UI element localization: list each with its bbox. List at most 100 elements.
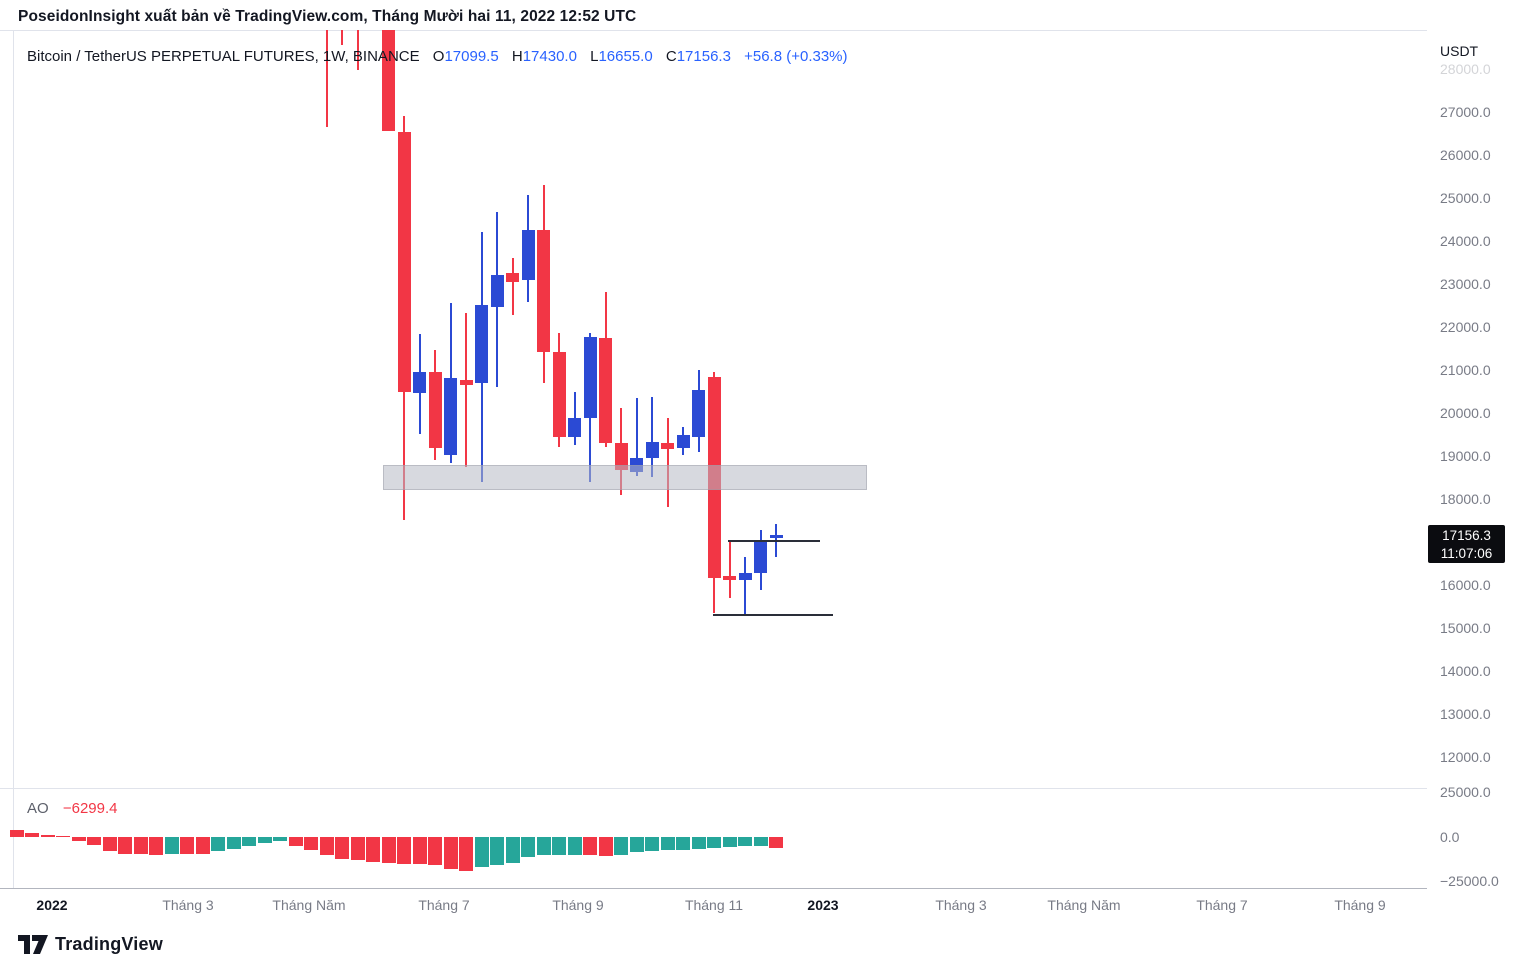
ao-bar <box>242 837 256 846</box>
candle-body <box>413 371 426 393</box>
candle-body <box>521 230 535 280</box>
candle-body <box>428 371 442 449</box>
ao-bar <box>273 837 287 842</box>
ao-bar <box>536 837 551 856</box>
candle-body <box>599 337 612 444</box>
ao-bar <box>567 837 582 855</box>
ao-tick: −25000.0 <box>1440 873 1499 889</box>
price-tick: 15000.0 <box>1440 620 1491 636</box>
candle-body <box>614 443 628 470</box>
price-tick: 20000.0 <box>1440 405 1491 421</box>
candle-wick <box>666 417 669 507</box>
candle-body <box>382 30 395 131</box>
ao-bar <box>381 837 396 863</box>
last-price-label: 17156.3 11:07:06 <box>1428 525 1505 564</box>
candle-body <box>537 230 550 352</box>
candle-wick <box>341 30 343 45</box>
ao-label[interactable]: AO <box>27 800 49 817</box>
candle-wick <box>744 557 746 614</box>
ao-bar <box>133 837 148 855</box>
supply-zone-box[interactable] <box>383 465 867 490</box>
ao-bar <box>288 837 303 846</box>
price-tick: 13000.0 <box>1440 706 1491 722</box>
ao-bar <box>350 837 365 861</box>
ao-bar <box>102 837 117 852</box>
price-chart-pane[interactable] <box>0 30 1427 788</box>
year-label: 2022 <box>36 897 68 913</box>
ao-bar <box>552 837 566 855</box>
month-label: Tháng 3 <box>935 897 987 913</box>
month-label: Tháng 7 <box>418 897 470 913</box>
chart-left-border <box>13 30 14 888</box>
price-tick: 16000.0 <box>1440 577 1491 593</box>
candle-body <box>738 572 752 581</box>
price-axis[interactable]: USDT 17156.3 11:07:06 28000.0 27000.0 2600… <box>1427 30 1536 926</box>
candle-body <box>506 273 519 283</box>
price-tick: 18000.0 <box>1440 491 1491 507</box>
ao-bar <box>629 837 644 852</box>
month-label: Tháng 7 <box>1196 897 1248 913</box>
candle-wick <box>635 397 638 477</box>
candle-body <box>444 377 457 455</box>
price-tick: 27000.0 <box>1440 104 1491 120</box>
countdown-timer: 11:07:06 <box>1440 546 1493 562</box>
ao-histogram-pane[interactable] <box>0 788 1427 888</box>
ao-bar <box>598 837 613 856</box>
month-label: Tháng 9 <box>1334 897 1386 913</box>
ao-bar <box>40 835 55 837</box>
price-level-line[interactable] <box>713 614 833 617</box>
candle-body <box>661 443 674 449</box>
ao-tick: 0.0 <box>1440 829 1460 845</box>
candle-wick <box>325 30 328 128</box>
ao-bar <box>118 837 132 854</box>
month-label: Tháng 9 <box>552 897 604 913</box>
candle-wick <box>356 30 359 70</box>
symbol-title[interactable]: Bitcoin / TetherUS PERPETUAL FUTURES, 1W… <box>27 48 420 65</box>
ao-bar <box>304 837 318 851</box>
symbol-legend[interactable]: Bitcoin / TetherUS PERPETUAL FUTURES, 1W… <box>27 48 848 65</box>
time-axis[interactable]: 2022 Tháng 3 Tháng Năm Tháng 7 Tháng 9 Tháng … <box>0 888 1536 926</box>
ao-bar <box>366 837 380 863</box>
ao-tick: 25000.0 <box>1440 784 1491 800</box>
ao-bar <box>149 837 163 855</box>
ao-value: −6299.4 <box>62 800 118 817</box>
ao-indicator-legend[interactable]: AO −6299.4 <box>27 800 118 817</box>
candle-wick <box>651 397 653 478</box>
candle-body <box>490 274 504 307</box>
ao-bar <box>583 837 597 855</box>
candle-wick <box>465 313 467 467</box>
ao-bar <box>753 837 768 846</box>
ao-bar <box>521 837 535 857</box>
ao-bar <box>490 837 504 866</box>
price-tick: 22000.0 <box>1440 319 1491 335</box>
ohlc-close: C17156.3 <box>665 48 731 65</box>
month-label: Tháng 11 <box>684 897 744 913</box>
candle-body <box>397 131 411 392</box>
price-tick: 24000.0 <box>1440 233 1491 249</box>
price-level-line[interactable] <box>728 539 820 542</box>
ao-bar <box>25 833 39 837</box>
ao-bar <box>412 837 427 865</box>
ao-bar <box>676 837 690 850</box>
price-tick: 28000.0 <box>1440 61 1491 77</box>
ao-bar <box>459 837 473 872</box>
month-label: Tháng Năm <box>1047 897 1121 913</box>
ao-bar <box>257 837 272 843</box>
candle-wick <box>728 540 731 598</box>
price-tick: 21000.0 <box>1440 362 1491 378</box>
tradingview-logo-icon <box>18 935 48 954</box>
ao-bar <box>397 837 411 864</box>
ao-bar <box>443 837 458 869</box>
candle-body <box>583 337 597 418</box>
ao-bar <box>211 837 225 852</box>
price-tick: 26000.0 <box>1440 147 1491 163</box>
ao-bar <box>9 829 24 837</box>
chart-top-border <box>0 30 1536 31</box>
tradingview-brand-text: TradingView <box>55 934 163 954</box>
tradingview-footer[interactable]: TradingView <box>18 934 163 955</box>
candle-body <box>692 389 705 438</box>
candle-body <box>676 434 690 449</box>
ao-bar <box>428 837 442 866</box>
ao-bar <box>738 837 752 847</box>
